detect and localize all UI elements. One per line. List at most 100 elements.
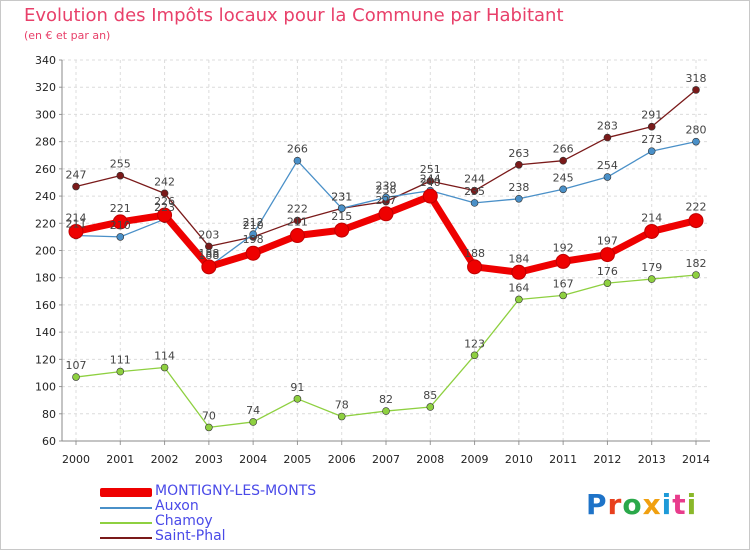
data-label: 240 xyxy=(420,176,441,189)
legend-item: Chamoy xyxy=(100,513,400,530)
legend-swatch xyxy=(100,488,152,497)
data-label: 266 xyxy=(287,143,308,156)
data-point xyxy=(157,207,173,223)
data-point xyxy=(160,363,169,372)
x-tick-label: 2001 xyxy=(106,453,134,466)
data-point xyxy=(337,412,346,421)
legend-swatch xyxy=(100,507,152,509)
data-point xyxy=(382,193,390,202)
proxiti-logo: Proxiti xyxy=(586,488,697,521)
data-point xyxy=(116,171,125,180)
data-point xyxy=(378,206,394,222)
legend-label: Chamoy xyxy=(155,513,213,529)
data-label: 111 xyxy=(110,354,131,367)
logo-letter: i xyxy=(661,488,673,521)
y-tick-label: 340 xyxy=(35,54,56,67)
x-tick-label: 2007 xyxy=(372,453,400,466)
data-point xyxy=(555,253,571,269)
data-label: 210 xyxy=(110,219,131,232)
data-label: 82 xyxy=(379,393,393,406)
legend-item: Saint-Phal xyxy=(100,528,400,545)
data-point xyxy=(205,423,213,432)
data-point xyxy=(289,228,305,244)
data-point xyxy=(515,160,523,169)
logo-letter: i xyxy=(686,488,698,521)
data-label: 318 xyxy=(686,72,707,85)
x-tick-label: 2014 xyxy=(682,453,710,466)
legend-item: Auxon xyxy=(100,498,400,515)
x-tick-label: 2013 xyxy=(638,453,666,466)
data-label: 188 xyxy=(464,247,485,260)
data-point xyxy=(603,279,612,287)
logo-letter: r xyxy=(607,488,623,521)
data-label: 231 xyxy=(331,190,352,203)
legend-label: MONTIGNY-LES-MONTS xyxy=(155,483,317,499)
data-point xyxy=(337,204,346,213)
data-label: 192 xyxy=(553,241,574,254)
x-tick-label: 2005 xyxy=(283,453,311,466)
y-tick-label: 300 xyxy=(35,108,56,121)
data-label: 238 xyxy=(508,181,529,194)
logo-letter: o xyxy=(622,488,643,521)
data-label: 263 xyxy=(508,147,529,160)
data-point xyxy=(112,214,128,230)
data-point xyxy=(334,222,350,238)
data-label: 222 xyxy=(287,203,308,216)
y-tick-label: 80 xyxy=(42,408,56,421)
data-point xyxy=(644,223,660,239)
y-tick-label: 200 xyxy=(35,245,56,258)
legend-label: Auxon xyxy=(155,498,199,514)
x-tick-label: 2004 xyxy=(239,453,267,466)
data-point xyxy=(692,271,700,279)
data-point xyxy=(160,189,169,198)
data-label: 236 xyxy=(376,184,397,197)
data-label: 254 xyxy=(597,159,618,172)
data-label: 226 xyxy=(154,195,175,208)
data-label: 211 xyxy=(287,216,308,229)
data-label: 280 xyxy=(686,124,707,137)
chart-title: Evolution des Impôts locaux pour la Comm… xyxy=(24,5,564,26)
data-label: 188 xyxy=(198,249,219,262)
data-label: 242 xyxy=(154,175,175,188)
data-point xyxy=(467,259,483,275)
y-tick-label: 140 xyxy=(35,326,56,339)
logo-letter: x xyxy=(642,488,662,521)
data-label: 164 xyxy=(508,281,529,294)
data-point xyxy=(559,291,567,300)
data-label: 123 xyxy=(464,337,485,350)
data-label: 211 xyxy=(66,218,87,231)
data-label: 251 xyxy=(420,163,441,176)
data-point xyxy=(293,395,302,403)
y-tick-label: 280 xyxy=(35,136,56,149)
data-point xyxy=(201,259,217,275)
data-point xyxy=(382,407,390,415)
data-label: 222 xyxy=(686,201,707,214)
data-label: 74 xyxy=(246,404,260,417)
data-label: 70 xyxy=(202,409,216,422)
data-label: 167 xyxy=(553,277,574,290)
series xyxy=(68,86,704,432)
axes: 60 80 100 120 140 160 180 200 220 240 260 280 300 320… xyxy=(35,54,710,466)
y-tick-label: 260 xyxy=(35,163,56,176)
data-label: 203 xyxy=(198,228,219,241)
y-tick-label: 120 xyxy=(35,353,56,366)
data-label: 244 xyxy=(420,173,441,186)
x-tick-label: 2003 xyxy=(195,453,223,466)
data-point xyxy=(470,199,479,207)
data-point xyxy=(603,133,612,142)
data-point xyxy=(599,247,615,263)
chart-subtitle: (en € et par an) xyxy=(24,29,111,42)
data-label: 283 xyxy=(597,120,618,133)
data-label: 235 xyxy=(464,185,485,198)
data-point xyxy=(559,185,567,194)
data-label: 78 xyxy=(335,399,349,412)
data-label: 223 xyxy=(154,201,175,214)
logo-letter: P xyxy=(586,488,608,521)
data-label: 247 xyxy=(66,169,87,182)
data-point xyxy=(603,173,612,181)
data-label: 184 xyxy=(508,252,529,265)
legend-swatch xyxy=(100,537,152,539)
data-point xyxy=(692,86,700,94)
data-label: 210 xyxy=(243,219,264,232)
